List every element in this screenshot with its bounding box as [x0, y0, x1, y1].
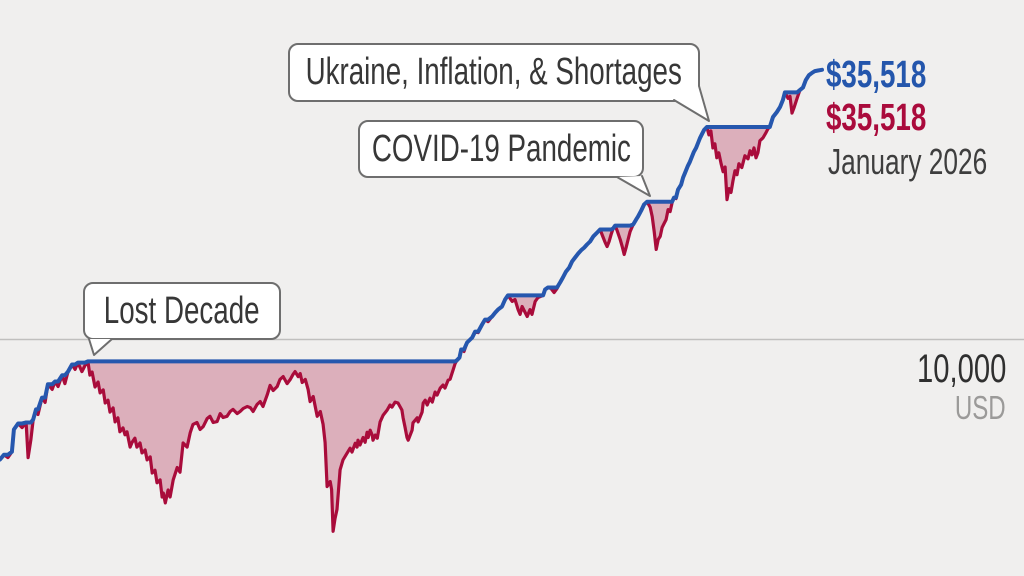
drawdown-fill-area	[0, 69, 822, 532]
high-water-value-text: $35,518	[826, 54, 927, 96]
gridline-value-label: 10,000	[884, 349, 1006, 389]
current-value-text: $35,518	[826, 97, 927, 139]
gridline-unit-label: USD	[936, 391, 1006, 424]
high-water-line	[0, 67, 824, 462]
date-label: January 2026	[828, 144, 1024, 180]
current-value-label: $35,518	[826, 99, 963, 137]
annotation-lost-decade-tail	[88, 338, 113, 356]
annotation-covid-tail	[616, 175, 651, 197]
annotation-covid-label: COVID-19 Pandemic	[371, 127, 631, 170]
annotation-ukraine: Ukraine, Inflation, & Shortages	[288, 43, 710, 122]
date-text: January 2026	[828, 141, 988, 182]
annotation-lost-decade: Lost Decade	[83, 282, 281, 356]
annotation-ukraine-tail	[673, 85, 710, 122]
high-water-value-label: $35,518	[826, 56, 963, 94]
annotation-lost-decade-label: Lost Decade	[104, 289, 260, 332]
annotation-ukraine-label: Ukraine, Inflation, & Shortages	[305, 51, 683, 93]
gridline-value-text: 10,000	[916, 347, 1006, 391]
gridline-unit-text: USD	[955, 389, 1006, 426]
annotation-covid: COVID-19 Pandemic	[358, 120, 651, 197]
